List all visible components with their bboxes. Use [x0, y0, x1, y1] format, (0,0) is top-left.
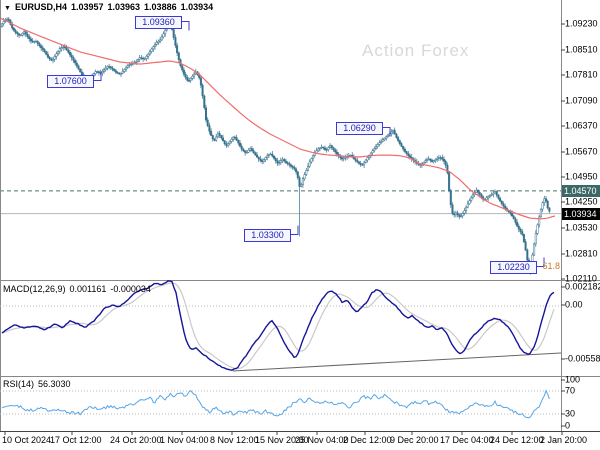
ohlc-high: 1.03963 [107, 2, 141, 12]
price-annotation-label[interactable]: 1.02230 [490, 261, 537, 274]
symbol-period: EURUSD,H4 [14, 2, 67, 12]
date-axis-label: 8 Nov 12:00 [210, 435, 259, 445]
axis-current-price-badge: 1.03934 [562, 208, 600, 220]
rsi-axis-label: 70 [565, 385, 576, 396]
macd-value-main: 0.001161 [69, 284, 107, 294]
date-axis-label: 10 Oct 2024 [2, 435, 52, 445]
fib-ratio-label: 61.8 [542, 261, 560, 271]
date-axis-label: 24 Dec 12:00 [490, 435, 544, 445]
ohlc-close: 1.03934 [180, 2, 214, 12]
price-annotation-label[interactable]: 1.07600 [47, 75, 94, 88]
date-axis-label: 25 Nov 04:00 [295, 435, 349, 445]
price-axis-label: 1.04950 [565, 171, 598, 182]
ohlc-open: 1.03957 [70, 2, 104, 12]
date-axis-label: 15 Nov 20:00 [255, 435, 309, 445]
price-axis-label: 1.02110 [565, 273, 597, 284]
macd-axis-label: 0.00 [565, 299, 583, 310]
date-axis-label: 9 Dec 20:00 [390, 435, 439, 445]
price-axis-label: 1.04250 [565, 196, 598, 207]
rsi-axis-label: 100 [565, 374, 581, 385]
price-axis-label: 1.08510 [565, 44, 598, 55]
date-axis-label: 24 Oct 20:00 [110, 435, 162, 445]
price-axis-label: 1.05670 [565, 146, 598, 157]
date-axis-label: 2 Jan 20:00 [540, 435, 588, 445]
price-axis-label: 1.06370 [565, 120, 598, 131]
price-axis-label: 1.03530 [565, 222, 598, 233]
axis-level-badge: 1.04570 [562, 185, 600, 197]
ohlc-low: 1.03886 [144, 2, 177, 12]
date-axis-label: 2 Dec 12:00 [343, 435, 392, 445]
date-axis-label: 17 Oct 12:00 [50, 435, 102, 445]
macd-indicator-label: MACD(12,26,9) 0.001161 -0.000034 [3, 284, 155, 294]
rsi-name: RSI(14) [3, 379, 35, 389]
macd-name: MACD(12,26,9) [3, 284, 66, 294]
symbol-dropdown-icon[interactable]: ▼ [4, 5, 11, 12]
price-annotation-label[interactable]: 1.09360 [135, 16, 182, 29]
price-annotation-label[interactable]: 1.06290 [336, 122, 383, 135]
rsi-indicator-label: RSI(14) 56.3030 [3, 379, 75, 389]
price-axis-label: 1.02810 [565, 248, 598, 259]
rsi-axis-label: 0 [565, 420, 571, 431]
price-annotation-label[interactable]: 1.03300 [244, 229, 291, 242]
price-axis-label: 1.09230 [565, 18, 598, 29]
chart-title: ▼ EURUSD,H4 1.03957 1.03963 1.03886 1.03934 [4, 2, 213, 12]
macd-axis-label: -0.005584 [565, 353, 600, 364]
macd-axis-label: 0.002182 [565, 281, 600, 292]
date-axis-label: 1 Nov 04:00 [160, 435, 209, 445]
macd-value-signal: -0.000034 [110, 284, 151, 294]
price-axis-label: 1.07810 [565, 69, 598, 80]
rsi-axis-label: 30 [565, 408, 576, 419]
price-axis-label: 1.07090 [565, 95, 598, 106]
rsi-value: 56.3030 [38, 379, 71, 389]
watermark: Action Forex [362, 41, 470, 60]
date-axis-label: 17 Dec 04:00 [440, 435, 494, 445]
